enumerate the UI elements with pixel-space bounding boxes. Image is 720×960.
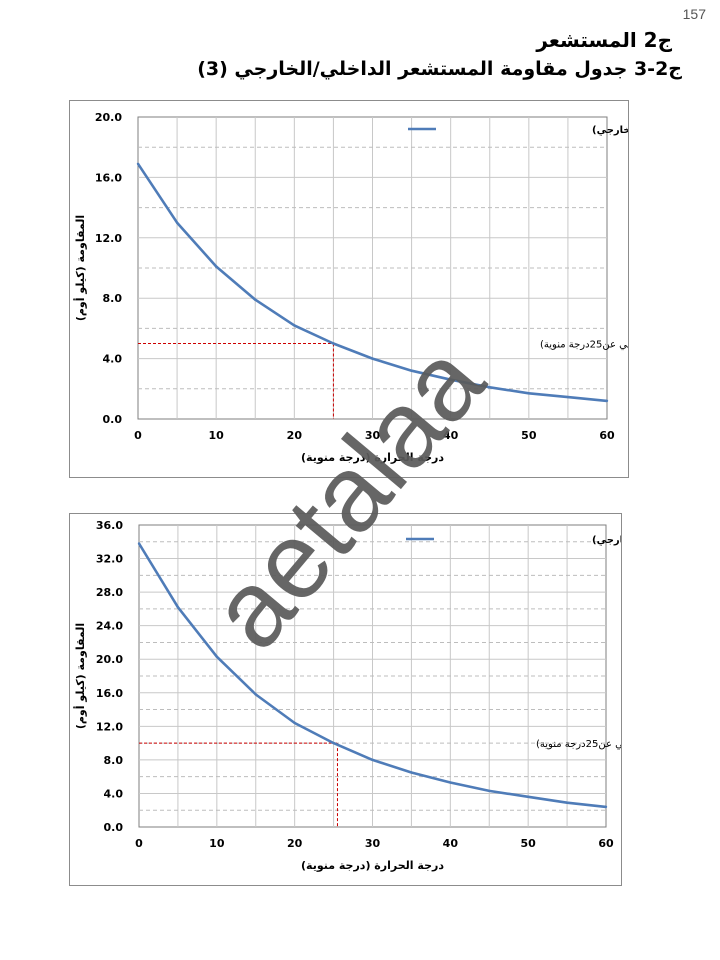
y-tick-label: 36.0 <box>96 519 123 532</box>
y-axis-label: المقاومة (كيلو أوم) <box>73 215 87 321</box>
series-point <box>136 162 140 166</box>
series-point <box>371 357 374 360</box>
y-tick-label: 8.0 <box>103 292 123 305</box>
series-point <box>449 378 452 381</box>
x-tick-label: 30 <box>365 837 381 850</box>
air-sensor-chart: 0.0 4.0 8.0 12.0 16.0 20.0 24.0 28.0 32.0 36.0 0 10… <box>69 513 720 886</box>
legend-label: مستشعر الهواء (الخارجي) <box>592 535 621 546</box>
y-tick-label: 12.0 <box>95 232 122 245</box>
series-point <box>527 392 531 395</box>
annotation-label: 5 كيلو أوم (قياسي عن25درجة منوية) <box>540 338 628 351</box>
series-point <box>605 399 609 403</box>
x-tick-label: 40 <box>443 837 459 850</box>
y-tick-label: 12.0 <box>96 720 123 733</box>
series-point <box>254 298 257 301</box>
x-axis-label: درجة الحرارة (درجة منوية) <box>301 451 444 464</box>
x-tick-label: 30 <box>365 429 381 442</box>
y-tick-label: 0.0 <box>103 413 123 426</box>
series-point <box>371 758 374 762</box>
page-number: 157 <box>682 6 706 22</box>
y-tick-label: 16.0 <box>96 687 123 700</box>
x-axis-label: درجة الحرارة (درجة منوية) <box>301 859 444 872</box>
series-point <box>449 781 452 784</box>
x-tick-label: 10 <box>209 837 225 850</box>
pipe-sensor-chart-svg: 0.0 4.0 8.0 12.0 16.0 20.0 0 10 20 30 40 50 60 درجة ا… <box>73 111 720 464</box>
y-tick-label: 20.0 <box>95 111 122 124</box>
x-tick-label: 60 <box>598 837 614 850</box>
series-point <box>293 324 296 327</box>
series-point <box>293 721 296 725</box>
series-point <box>215 655 219 658</box>
y-tick-label: 28.0 <box>96 586 123 599</box>
x-tick-label: 20 <box>287 429 303 442</box>
series-point <box>332 741 335 745</box>
y-tick-label: 16.0 <box>95 171 122 184</box>
air-sensor-chart-svg: 0.0 4.0 8.0 12.0 16.0 20.0 24.0 28.0 32.0 36.0 0 10… <box>73 519 720 872</box>
x-tick-label: 50 <box>521 837 537 850</box>
series-point <box>332 342 335 345</box>
x-tick-label: 50 <box>521 429 537 442</box>
y-tick-label: 32.0 <box>96 553 123 566</box>
pipe-sensor-chart: 0.0 4.0 8.0 12.0 16.0 20.0 0 10 20 30 40 50 60 درجة ا… <box>69 100 720 478</box>
annotation-label: 10 كيلو أوم (قياسي عن25درجة منوية) <box>536 737 621 750</box>
y-axis-label: المقاومة (كيلو أوم) <box>73 623 87 729</box>
page-heading: ج2 المستشعر <box>536 28 672 52</box>
series-point <box>214 265 218 268</box>
series-point <box>176 606 180 609</box>
series-point <box>175 221 179 224</box>
x-tick-label: 0 <box>134 429 142 442</box>
series-point <box>488 386 491 389</box>
y-tick-label: 4.0 <box>103 353 123 366</box>
y-tick-label: 20.0 <box>96 653 123 666</box>
legend-label: مستشعر الأنبوب (الخارجي) <box>592 123 628 136</box>
y-tick-label: 8.0 <box>104 754 124 767</box>
y-tick-label: 24.0 <box>96 620 123 633</box>
series-point <box>137 542 141 545</box>
series-point <box>254 693 257 696</box>
x-tick-label: 20 <box>287 837 303 850</box>
x-tick-label: 10 <box>209 429 225 442</box>
page-subheading: ج2-3 جدول مقاومة المستشعر الداخلي/الخارج… <box>197 58 682 80</box>
x-tick-label: 60 <box>599 429 615 442</box>
y-tick-label: 0.0 <box>104 821 124 834</box>
series-point <box>526 795 530 798</box>
series-point <box>410 369 413 372</box>
x-tick-label: 0 <box>135 837 143 850</box>
series-point <box>565 801 569 804</box>
x-tick-label: 40 <box>443 429 459 442</box>
series-point <box>488 789 491 793</box>
series-point <box>410 771 413 774</box>
y-tick-label: 4.0 <box>104 787 124 800</box>
series-point <box>566 395 570 399</box>
series-point <box>604 805 608 809</box>
